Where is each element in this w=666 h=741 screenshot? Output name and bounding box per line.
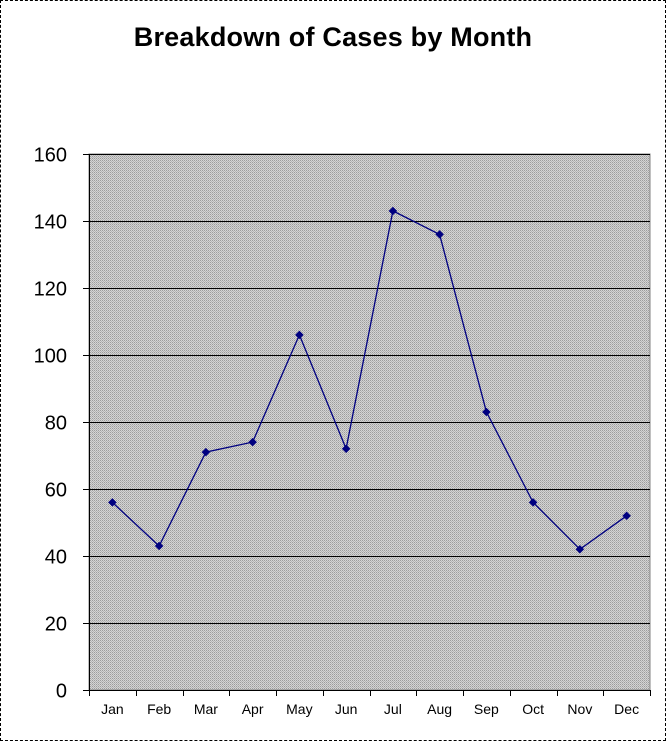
x-tick-label-apr: Apr [242,701,264,717]
x-tick-label-feb: Feb [147,701,171,717]
x-tick-label-jul: Jul [384,701,402,717]
data-point-nov [575,544,585,554]
x-tick-label-sep: Sep [474,701,499,717]
data-point-apr [248,437,257,447]
data-point-may [295,330,304,340]
data-point-oct [528,498,538,507]
data-point-dec [622,511,631,521]
series-layer [108,206,631,554]
data-point-jun [341,444,351,454]
data-point-aug [435,230,444,239]
data-point-mar [201,447,211,457]
y-tick-label: 140 [34,212,67,234]
x-tick-label-jun: Jun [335,701,358,717]
data-point-feb [154,541,164,551]
axes [83,154,651,696]
y-tick-label: 100 [34,346,67,368]
x-tick-label-aug: Aug [427,701,452,717]
x-axis-tick-labels: Jan Feb Mar Apr May Jun Jul Aug Sep Oct Nov Dec [101,701,639,717]
y-tick-label: 160 [34,145,67,167]
y-tick-label: 80 [45,413,67,435]
x-tick-label-oct: Oct [522,701,544,717]
y-tick-label: 20 [45,614,67,636]
y-tick-label: 120 [34,279,67,301]
x-tick-label-jan: Jan [101,701,124,717]
y-tick-label: 60 [45,480,67,502]
x-tick-label-dec: Dec [614,701,639,717]
series-line [111,209,627,551]
x-tick-label-may: May [286,701,312,717]
x-tick-label-mar: Mar [194,701,218,717]
gridlines [89,154,650,624]
data-point-sep [482,407,491,417]
data-point-jul [388,206,398,216]
x-tick-label-nov: Nov [567,701,592,717]
chart-title: Breakdown of Cases by Month [133,22,533,52]
y-axis-tick-labels: 0 20 40 60 80 100 120 140 160 [34,145,67,703]
data-point-jan [108,498,117,507]
y-tick-label: 40 [45,547,67,569]
y-tick-label: 0 [56,681,67,703]
